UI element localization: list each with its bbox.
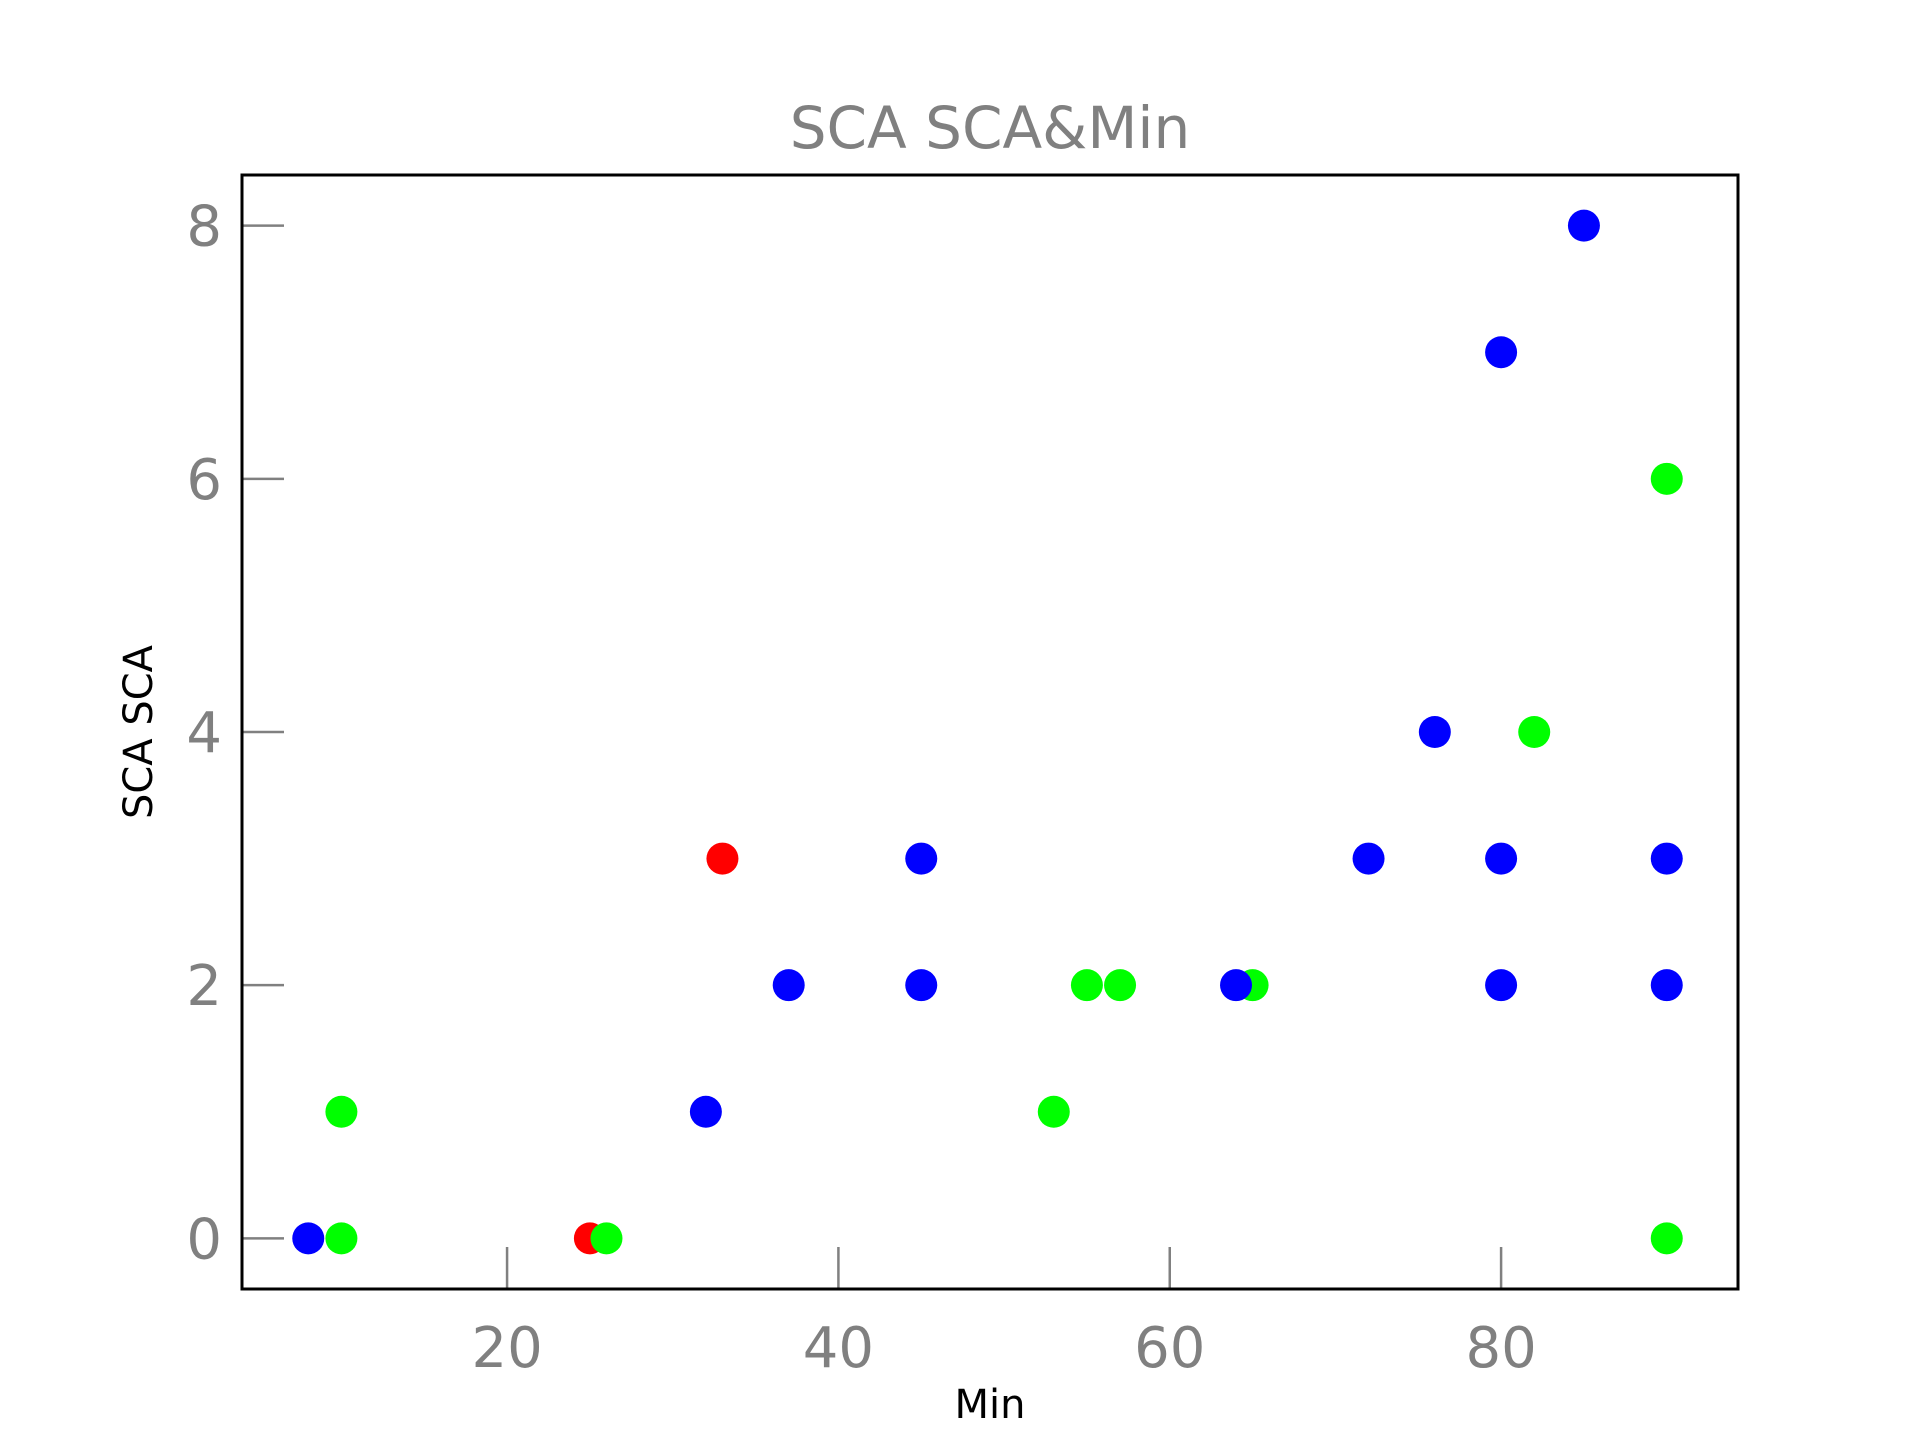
data-point-green xyxy=(1104,969,1137,1002)
y-axis-label: SCA SCA xyxy=(116,644,162,819)
data-point-blue xyxy=(1650,969,1683,1002)
axis-ticks: 20 40 60 80 0 2 4 6 8 xyxy=(186,195,1536,1381)
data-points xyxy=(292,209,1683,1255)
data-point-green xyxy=(325,1095,358,1128)
x-axis-label: Min xyxy=(955,1382,1026,1428)
data-point-blue xyxy=(1485,336,1518,369)
data-point-green xyxy=(1650,462,1683,495)
data-point-blue xyxy=(1352,842,1385,875)
y-tick-label: 2 xyxy=(186,954,222,1019)
x-tick-label: 20 xyxy=(471,1316,542,1381)
data-point-green xyxy=(1070,969,1103,1002)
data-point-green xyxy=(590,1222,623,1255)
data-point-green xyxy=(325,1222,358,1255)
y-tick-label: 8 xyxy=(186,195,222,260)
data-point-red xyxy=(706,842,739,875)
data-point-blue xyxy=(1220,969,1253,1002)
data-point-blue xyxy=(1485,969,1518,1002)
y-tick-label: 6 xyxy=(186,448,222,513)
data-point-blue xyxy=(905,969,938,1002)
data-point-green xyxy=(1037,1095,1070,1128)
x-tick-label: 60 xyxy=(1134,1316,1205,1381)
data-point-blue xyxy=(905,842,938,875)
data-point-blue xyxy=(1418,716,1451,748)
data-point-blue xyxy=(292,1222,325,1255)
plot-frame xyxy=(240,173,1740,1291)
data-point-blue xyxy=(1485,842,1518,875)
data-point-green xyxy=(1650,1222,1683,1255)
data-point-blue xyxy=(772,969,805,1002)
chart-title: SCA SCA&Min xyxy=(790,94,1191,162)
data-point-green xyxy=(1518,716,1551,748)
x-tick-label: 80 xyxy=(1465,1316,1536,1381)
data-point-blue xyxy=(689,1095,722,1128)
data-point-blue xyxy=(1567,209,1600,242)
y-tick-label: 4 xyxy=(186,701,222,766)
y-tick-label: 0 xyxy=(186,1207,222,1272)
data-point-blue xyxy=(1650,842,1683,875)
x-tick-label: 40 xyxy=(803,1316,874,1381)
